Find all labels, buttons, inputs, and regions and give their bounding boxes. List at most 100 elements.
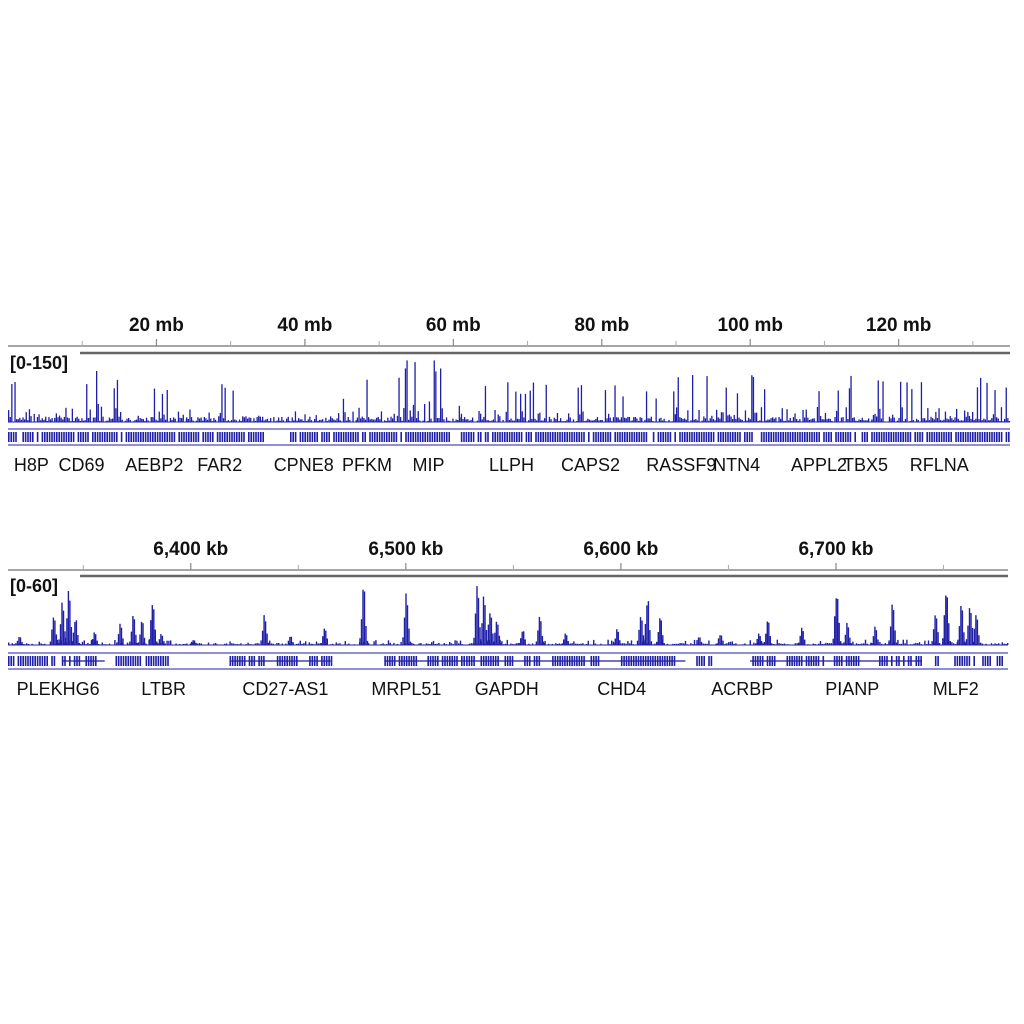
gene-exon	[968, 656, 971, 666]
signal-bar	[733, 643, 735, 645]
signal-bar	[221, 384, 223, 422]
gene-exon	[357, 432, 359, 442]
signal-bar	[952, 420, 955, 422]
signal-bar	[588, 419, 591, 422]
gene-exon	[326, 432, 328, 442]
signal-bar	[724, 643, 726, 645]
signal-bar	[661, 420, 664, 422]
signal-peak	[843, 642, 845, 645]
signal-bar	[684, 418, 686, 422]
signal-peak	[755, 643, 757, 645]
signal-peak	[153, 609, 155, 645]
signal-bar	[592, 420, 594, 422]
gene-exon	[446, 656, 449, 666]
gene-exon	[528, 656, 531, 666]
signal-bar	[184, 643, 186, 645]
signal-bar	[872, 415, 875, 422]
signal-bar	[693, 639, 696, 645]
signal-bar	[628, 417, 631, 422]
gene-exon	[817, 656, 820, 666]
gene-label: FAR2	[197, 455, 242, 475]
signal-bar	[998, 643, 1000, 645]
signal-bar	[540, 420, 543, 422]
signal-bar	[419, 420, 421, 422]
gene-exon	[945, 432, 948, 442]
signal-bar	[573, 641, 575, 645]
signal-bar	[587, 640, 589, 645]
signal-bar	[954, 417, 956, 422]
signal-bar	[830, 643, 832, 645]
signal-bar	[137, 415, 139, 422]
gene-exon	[657, 432, 660, 442]
signal-bar	[333, 419, 335, 422]
gene-exon	[903, 656, 905, 666]
gene-exon	[441, 656, 444, 666]
signal-peak	[719, 635, 721, 645]
signal-bar	[805, 409, 807, 422]
signal-bar	[675, 643, 678, 645]
gene-exon	[744, 432, 746, 442]
signal-bar	[622, 396, 624, 422]
signal-bar	[224, 387, 226, 422]
gene-exon	[443, 432, 446, 442]
gene-exon	[113, 432, 116, 442]
signal-bar	[282, 420, 285, 422]
signal-bar	[674, 414, 676, 422]
chromosome-wide-panel: 20 mb 40 mb 60 mb 80 mb 100 mb 120 mb[0-150]H…	[8, 315, 1011, 475]
signal-bar	[256, 643, 258, 645]
signal-bar	[778, 643, 780, 645]
gene-exon	[453, 656, 456, 666]
signal-peak	[563, 639, 565, 645]
gene-exon	[183, 432, 185, 442]
gene-exon	[506, 656, 509, 666]
signal-bar	[81, 641, 84, 645]
signal-bar	[242, 416, 244, 422]
gene-exon	[32, 432, 34, 442]
signal-bar	[203, 417, 205, 422]
signal-bar	[870, 642, 872, 645]
signal-bar	[625, 418, 627, 422]
gene-exon	[128, 432, 130, 442]
gene-exon	[51, 432, 53, 442]
gene-exon	[480, 656, 483, 666]
gene-exon	[296, 656, 298, 666]
signal-peak	[895, 642, 898, 645]
gene-exon	[914, 432, 916, 442]
signal-bar	[240, 643, 242, 645]
signal-bar	[925, 420, 927, 422]
gene-exon	[323, 656, 326, 666]
signal-bar	[654, 643, 656, 645]
signal-bar	[358, 407, 360, 422]
signal-bar	[330, 416, 332, 422]
gene-label: MRPL51	[371, 679, 441, 699]
signal-peak	[538, 616, 541, 645]
signal-bar	[820, 416, 822, 422]
gene-exon	[668, 656, 671, 666]
signal-bar	[676, 407, 678, 422]
signal-peak	[487, 624, 490, 645]
ruler-tick-label: 80 mb	[574, 315, 629, 336]
gene-exon	[782, 432, 784, 442]
gene-exon	[432, 656, 434, 666]
gene-exon	[162, 656, 164, 666]
signal-peak	[264, 621, 267, 645]
gene-exon	[12, 432, 15, 442]
gene-exon	[465, 432, 468, 442]
signal-bar	[90, 639, 93, 645]
signal-bar	[62, 419, 64, 422]
signal-bar	[108, 643, 111, 645]
gene-exon	[338, 432, 340, 442]
signal-bar	[677, 643, 679, 645]
signal-bar	[124, 420, 127, 422]
signal-bar	[169, 418, 172, 422]
gene-exon	[96, 432, 99, 442]
gene-exon	[226, 432, 228, 442]
signal-peak	[402, 637, 404, 645]
signal-peak	[473, 637, 475, 645]
gene-exon	[129, 656, 132, 666]
gene-exon	[919, 432, 921, 442]
signal-peak	[54, 620, 56, 645]
signal-peak	[192, 640, 194, 645]
signal-bar	[962, 420, 964, 422]
signal-peak	[543, 642, 545, 645]
